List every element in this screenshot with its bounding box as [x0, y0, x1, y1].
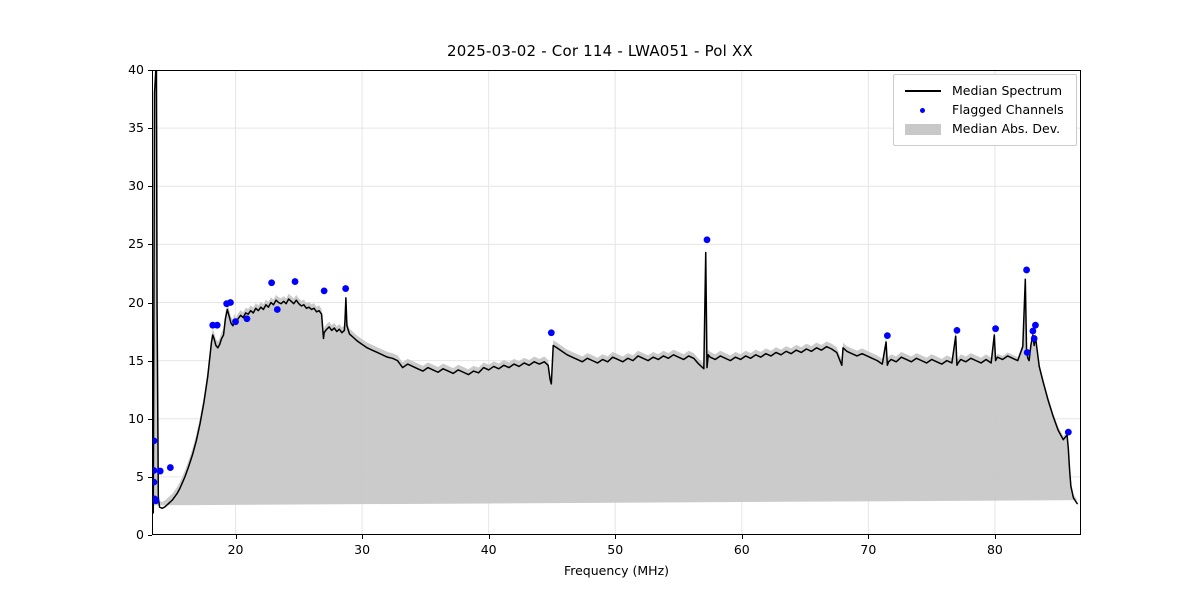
- flagged-channel-marker[interactable]: [243, 315, 251, 323]
- flagged-channel-marker[interactable]: [213, 321, 221, 329]
- legend: Median Spectrum Flagged Channels Median …: [893, 74, 1077, 146]
- flagged-channel-marker[interactable]: [342, 285, 350, 292]
- flagged-channel-marker[interactable]: [227, 299, 234, 306]
- flagged-channel-marker[interactable]: [703, 236, 711, 244]
- x-tick-label: 70: [860, 542, 877, 557]
- flagged-channel-marker[interactable]: [166, 464, 174, 471]
- y-tick-mark: [148, 70, 152, 72]
- x-tick-label: 20: [227, 542, 244, 557]
- y-tick-mark: [148, 535, 152, 537]
- y-tick-label: 25: [128, 236, 144, 252]
- x-axis-label: Frequency (MHz): [563, 563, 670, 578]
- x-tick-mark: [615, 535, 617, 539]
- x-tick-mark: [362, 535, 364, 539]
- y-tick-label: 15: [128, 352, 144, 368]
- legend-item-median-spectrum: Median Spectrum: [902, 81, 1068, 100]
- x-tick-mark: [741, 535, 743, 539]
- flagged-channel-marker[interactable]: [273, 306, 281, 313]
- x-tick-label: 30: [354, 542, 371, 557]
- flagged-channel-marker[interactable]: [291, 278, 299, 285]
- flagged-channel-markers[interactable]: [152, 236, 1072, 505]
- x-tick-label: 40: [480, 542, 497, 557]
- flagged-channel-marker[interactable]: [152, 478, 158, 486]
- spectrum-plot-svg: [152, 70, 1081, 535]
- y-tick-mark: [148, 302, 152, 304]
- page-title: 2025-03-02 - Cor 114 - LWA051 - Pol XX: [447, 42, 753, 60]
- flagged-channel-marker[interactable]: [152, 437, 158, 445]
- line-key-icon: [902, 83, 944, 99]
- legend-label: Median Spectrum: [952, 83, 1063, 98]
- flagged-channel-marker[interactable]: [1029, 327, 1037, 335]
- flagged-channel-marker[interactable]: [1023, 266, 1030, 274]
- y-tick-mark: [148, 476, 152, 478]
- y-tick-label: 0: [136, 527, 144, 542]
- x-tick-mark: [868, 535, 870, 539]
- legend-label: Flagged Channels: [952, 102, 1064, 117]
- dot-key-icon: [902, 102, 944, 118]
- median-spectrum-line: [152, 70, 1078, 514]
- band-key-icon: [902, 121, 944, 137]
- x-tick-mark: [488, 535, 490, 539]
- flagged-channel-marker[interactable]: [953, 327, 961, 334]
- flagged-channel-marker[interactable]: [883, 332, 891, 340]
- legend-item-flagged-channels: Flagged Channels: [902, 100, 1068, 119]
- flagged-channel-marker[interactable]: [1032, 321, 1039, 329]
- x-tick-label: 50: [607, 542, 624, 557]
- y-tick-mark: [148, 128, 152, 130]
- x-tick-label: 60: [733, 542, 750, 557]
- y-tick-label: 40: [128, 62, 144, 77]
- x-tick-mark: [994, 535, 997, 539]
- flagged-channel-marker[interactable]: [152, 497, 160, 505]
- y-tick-label: 10: [128, 410, 144, 426]
- x-tick-label: 80: [986, 542, 1003, 557]
- y-tick-mark: [148, 360, 152, 362]
- y-tick-label: 35: [128, 120, 144, 136]
- y-tick-mark: [148, 186, 152, 188]
- flagged-channel-marker[interactable]: [992, 325, 999, 333]
- flagged-channel-marker[interactable]: [232, 318, 239, 326]
- y-tick-label: 30: [128, 178, 144, 194]
- x-tick-mark: [235, 535, 237, 539]
- y-tick-label: 5: [136, 468, 144, 484]
- flagged-channel-marker[interactable]: [156, 467, 164, 475]
- y-tick-mark: [148, 244, 152, 246]
- median-abs-dev-band: [152, 70, 1078, 507]
- y-tick-label: 20: [128, 294, 144, 310]
- flagged-channel-marker[interactable]: [268, 279, 276, 287]
- legend-label: Median Abs. Dev.: [952, 121, 1061, 136]
- legend-item-median-abs-dev: Median Abs. Dev.: [902, 119, 1068, 138]
- flagged-channel-marker[interactable]: [1030, 335, 1038, 342]
- flagged-channel-marker[interactable]: [547, 329, 555, 337]
- flagged-channel-marker[interactable]: [152, 467, 158, 474]
- flagged-channel-marker[interactable]: [1023, 349, 1031, 356]
- y-tick-mark: [148, 418, 152, 420]
- flagged-channel-marker[interactable]: [1064, 428, 1072, 436]
- flagged-channel-marker[interactable]: [320, 287, 328, 295]
